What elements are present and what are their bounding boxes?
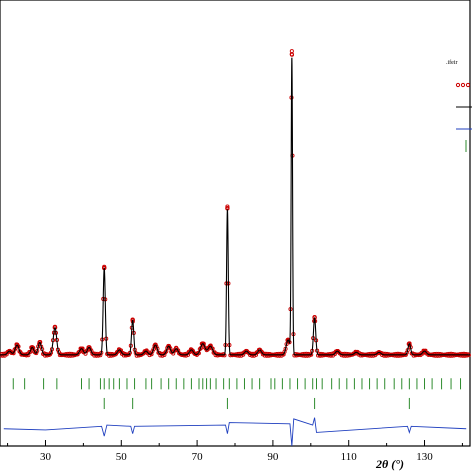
- bragg-positions-group: [12, 378, 462, 410]
- observed-point: [201, 341, 206, 346]
- difference-curve-group: [3, 417, 467, 447]
- observed-point: [239, 353, 244, 358]
- observed-point: [7, 348, 12, 354]
- observed-point: [34, 351, 39, 356]
- observed-point: [237, 353, 242, 358]
- observed-point: [166, 344, 171, 349]
- legend-observed-marker: [465, 82, 471, 88]
- x-tick-label: 130: [416, 451, 433, 463]
- observed-point: [183, 353, 189, 358]
- legend-header: .ifeir: [446, 59, 458, 66]
- observed-point: [30, 345, 35, 350]
- observed-point: [117, 347, 122, 352]
- x-tick-label: 110: [341, 451, 358, 463]
- observed-point: [289, 52, 295, 57]
- observed-point: [87, 345, 92, 350]
- calculated-curve-group: [0, 57, 470, 356]
- calculated-curve: [0, 57, 470, 356]
- observed-point: [15, 342, 20, 347]
- x-tick-label: 70: [192, 451, 204, 463]
- observed-point: [244, 348, 249, 354]
- x-tick-label: 90: [267, 451, 279, 463]
- x-axis-ticks: 30 50 70 90 110 130: [7, 440, 463, 463]
- observed-point: [369, 353, 374, 358]
- observed-point: [263, 351, 268, 356]
- observed-point: [174, 346, 179, 351]
- observed-point: [106, 351, 111, 356]
- observed-point: [448, 353, 453, 358]
- difference-curve: [3, 417, 467, 447]
- observed-points-group: [0, 49, 471, 358]
- legend-observed-marker: [460, 82, 466, 88]
- observed-point: [160, 353, 165, 358]
- observed-point: [144, 348, 149, 354]
- observed-point: [225, 204, 230, 209]
- observed-point: [410, 351, 415, 356]
- x-axis-label: 2θ (°): [375, 457, 404, 471]
- observed-point: [189, 347, 194, 352]
- x-tick-label: 50: [116, 451, 128, 463]
- observed-point: [328, 353, 333, 358]
- observed-point: [335, 348, 340, 354]
- observed-point: [303, 353, 308, 358]
- plot-frame: [0, 0, 471, 447]
- legend-observed-marker: [455, 82, 461, 88]
- observed-point: [153, 342, 158, 347]
- observed-point: [251, 353, 257, 358]
- x-tick-label: 30: [40, 451, 52, 463]
- observed-point: [257, 347, 262, 352]
- observed-point: [91, 351, 96, 356]
- legend: .ifeir: [446, 59, 472, 152]
- observed-point: [422, 348, 427, 354]
- observed-point: [79, 346, 84, 351]
- observed-point: [208, 343, 213, 349]
- observed-point: [93, 351, 98, 356]
- observed-point: [38, 340, 43, 345]
